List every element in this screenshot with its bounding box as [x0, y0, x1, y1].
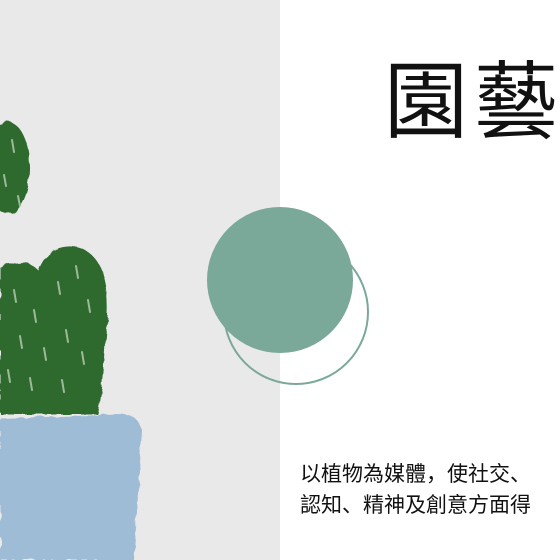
cactus-top-pad: [0, 122, 30, 214]
cactus-spines: [3, 139, 91, 393]
cactus-main-body: [0, 246, 108, 414]
body-text-line: 認知、精神及創意方面得: [300, 493, 531, 517]
slide-title: 園藝: [384, 53, 560, 151]
decorative-filled-circle: [207, 207, 353, 353]
slide-body-text: 以植物為媒體，使社交、 認知、精神及創意方面得: [300, 459, 531, 521]
flower-pot: [0, 414, 142, 560]
cactus-pot-illustration: [0, 122, 142, 560]
body-text-line: 以植物為媒體，使社交、: [300, 462, 531, 486]
